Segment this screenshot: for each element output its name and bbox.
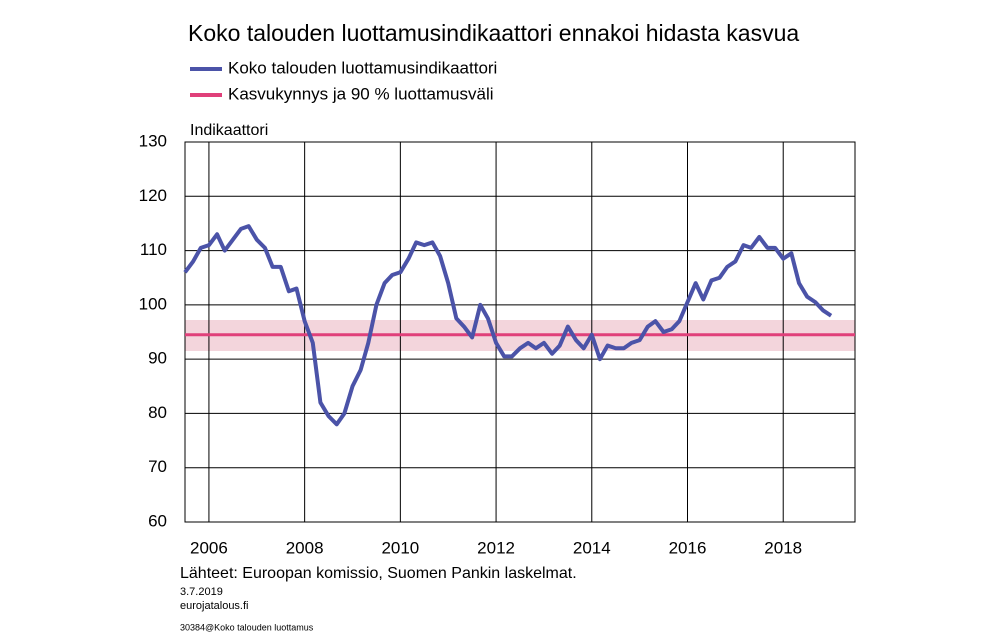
- x-tick-label: 2018: [764, 538, 802, 557]
- y-tick-label: 100: [139, 294, 167, 313]
- x-tick-label: 2012: [477, 538, 515, 557]
- x-tick-label: 2010: [381, 538, 419, 557]
- y-tick-label: 110: [140, 240, 167, 259]
- x-tick-label: 2016: [669, 538, 707, 557]
- chart-title: Koko talouden luottamusindikaattori enna…: [188, 20, 799, 46]
- plot-frame: [184, 141, 856, 523]
- legend-label: Koko talouden luottamusindikaattori: [228, 58, 497, 77]
- y-tick-label: 80: [148, 403, 167, 422]
- x-tick-label: 2006: [190, 538, 228, 557]
- x-tick-label: 2008: [286, 538, 324, 557]
- chart-code: 30384@Koko talouden luottamus: [180, 622, 314, 632]
- legend-label: Kasvukynnys ja 90 % luottamusväli: [228, 84, 494, 103]
- y-tick-label: 90: [148, 349, 167, 368]
- y-tick-label: 120: [139, 186, 167, 205]
- y-tick-label: 60: [148, 511, 167, 530]
- series-line: [183, 224, 833, 427]
- y-tick-label: 130: [139, 131, 167, 150]
- site: eurojatalous.fi: [180, 600, 249, 612]
- source: Lähteet: Euroopan komissio, Suomen Panki…: [180, 565, 577, 582]
- x-tick-label: 2014: [573, 538, 611, 557]
- y-axis-label: Indikaattori: [190, 122, 268, 139]
- date: 3.7.2019: [180, 586, 223, 598]
- y-tick-label: 70: [148, 457, 167, 476]
